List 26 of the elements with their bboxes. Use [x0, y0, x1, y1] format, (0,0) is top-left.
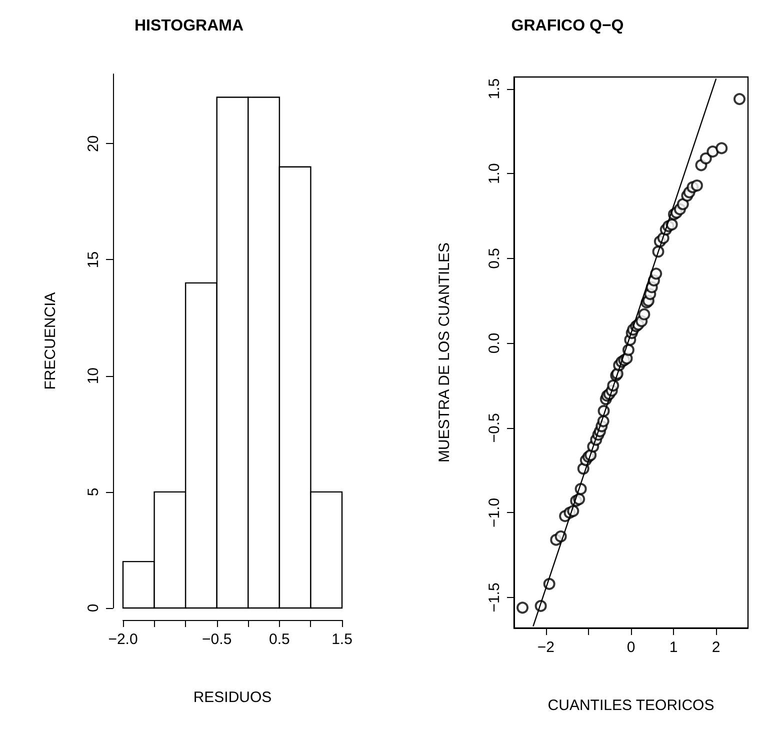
y-tick-label: −0.5: [486, 413, 503, 443]
y-tick-label: 1.5: [486, 78, 503, 100]
x-axis-title: CUANTILES TEORICOS: [548, 697, 714, 714]
x-tick-label: 2: [712, 639, 720, 656]
y-tick-label: −1.5: [486, 582, 503, 612]
x-tick-label: −2: [537, 639, 554, 656]
x-axis-title: RESIDUOS: [193, 689, 272, 706]
x-tick-label: 0.5: [269, 631, 290, 648]
x-tick-label: 1: [669, 639, 678, 656]
y-axis-title: FRECUENCIA: [42, 292, 59, 390]
y-tick-label: 0.5: [486, 248, 503, 269]
y-tick-label: 0: [85, 604, 102, 612]
x-tick-label: −2.0: [108, 631, 138, 648]
x-tick-label: −0.5: [202, 631, 232, 648]
y-tick-label: 10: [85, 367, 102, 384]
y-tick-label: −1.0: [486, 498, 503, 528]
y-tick-label: 15: [85, 251, 102, 268]
y-tick-label: 5: [85, 488, 102, 496]
y-tick-label: 1.0: [486, 163, 503, 184]
x-tick-label: 0: [626, 639, 636, 656]
chart-title: GRAFICO Q−Q: [511, 18, 624, 34]
y-tick-label: 0.0: [486, 332, 503, 354]
x-tick-label: 1.5: [332, 631, 352, 648]
y-axis-title: MUESTRA DE LOS CUANTILES: [436, 242, 453, 463]
y-tick-label: 20: [85, 135, 102, 152]
chart-title: HISTOGRAMA: [134, 18, 244, 34]
